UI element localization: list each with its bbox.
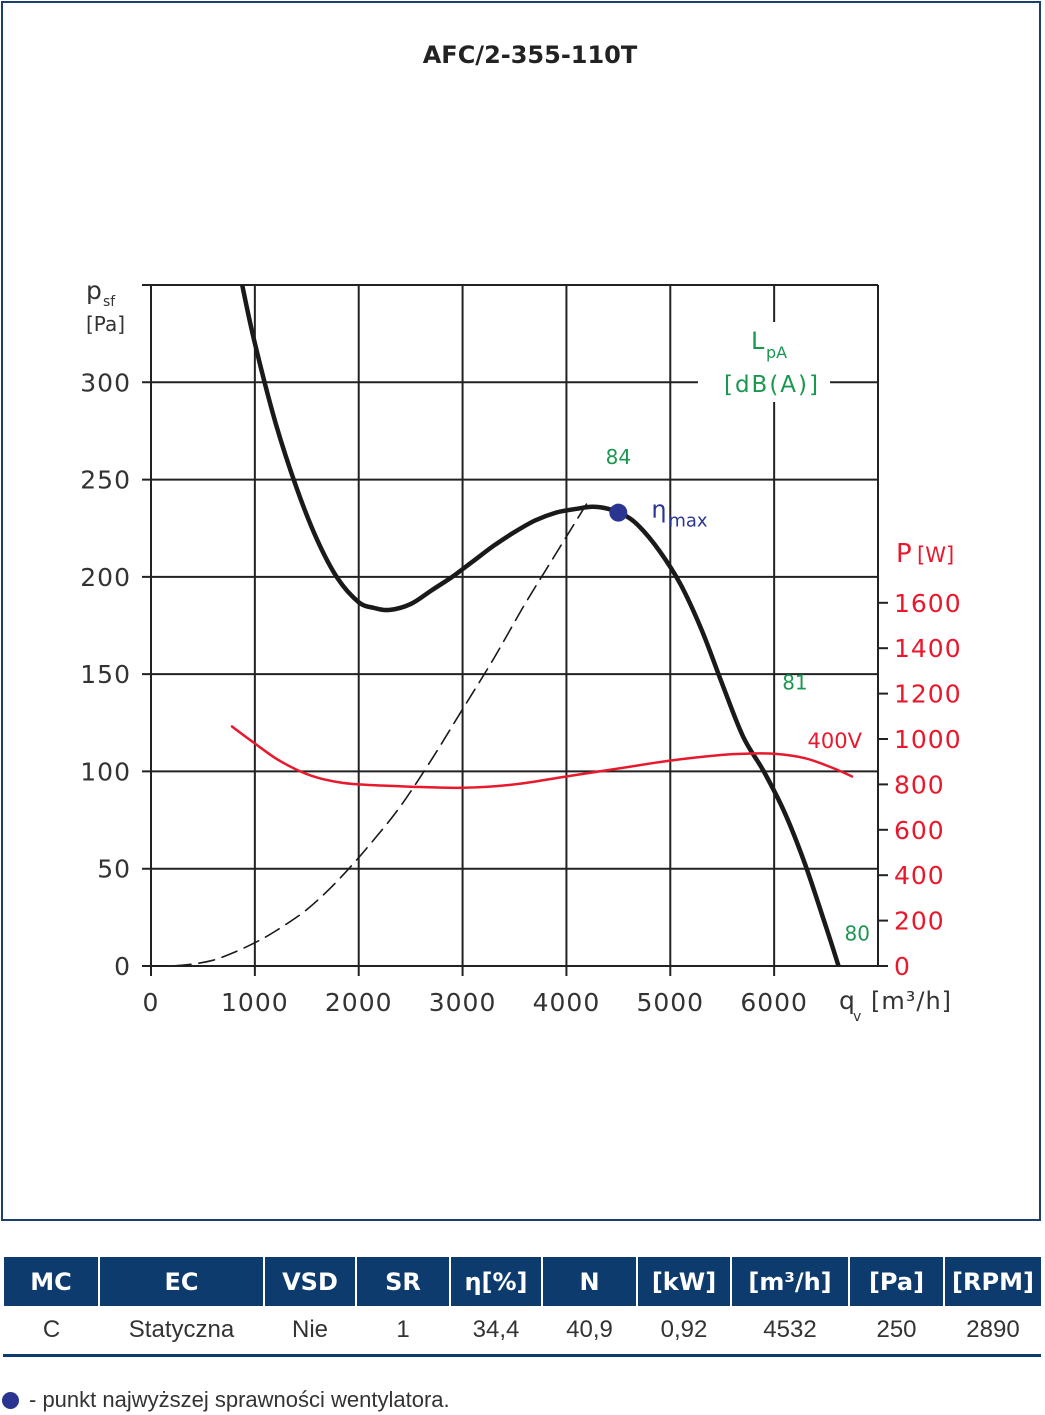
x-tick-label: 1000: [221, 988, 289, 1017]
chart-title: AFC/2-355-110T: [423, 41, 638, 69]
efficiency-dot-icon: [2, 1391, 19, 1409]
x-tick-label: 5000: [636, 988, 704, 1017]
header-efficiency: η[%]: [449, 1257, 542, 1306]
y2-tick-label: 1000: [894, 725, 962, 754]
noise-label-main: L: [751, 327, 765, 355]
header-rpm: [RPM]: [943, 1257, 1041, 1306]
efficiency-max-point: [609, 503, 628, 522]
y2-tick-label: 1200: [894, 680, 962, 709]
plot-area: [151, 285, 854, 966]
noise-value-label: 81: [782, 671, 807, 695]
y2-tick-label: 200: [894, 907, 945, 936]
y2-tick-label: 400: [894, 861, 945, 890]
y-tick-label: 150: [80, 660, 131, 689]
header-sr: SR: [355, 1257, 450, 1306]
header-flow: [m³/h]: [730, 1257, 849, 1306]
cell-kw: 0,92: [636, 1306, 731, 1356]
y2-tick-label: 800: [894, 770, 945, 799]
pressure-curve: [239, 285, 841, 966]
y2-tick-label: 1400: [894, 634, 962, 663]
y-tick-label: 50: [97, 855, 131, 884]
power-curve: [230, 725, 854, 790]
noise-value-label: 80: [845, 922, 870, 946]
noise-label-unit: [dB(A)]: [724, 372, 820, 398]
efficiency-note: - punkt najwyższej sprawności wentylator…: [2, 1387, 450, 1413]
cell-vsd: Nie: [263, 1306, 356, 1356]
y2-tick-label: 1600: [894, 589, 962, 618]
y-tick-label: 100: [80, 757, 131, 786]
cell-sr: 1: [355, 1306, 450, 1356]
noise-label-sub: pA: [766, 343, 787, 362]
x-tick-label: 6000: [740, 988, 808, 1017]
x-tick-label: 4000: [533, 988, 601, 1017]
y-axis-label-sub: sf: [103, 294, 116, 310]
efficiency-max-label: η: [651, 496, 666, 524]
x-tick-label: 2000: [325, 988, 393, 1017]
cell-ec: Statyczna: [98, 1306, 264, 1356]
cell-pa: 250: [848, 1306, 944, 1356]
noise-label-background: [698, 322, 830, 402]
x-tick-label: 0: [143, 988, 160, 1017]
efficiency-note-text: - punkt najwyższej sprawności wentylator…: [29, 1387, 450, 1412]
header-ec: EC: [98, 1257, 264, 1306]
x-axis-label-sub: v: [853, 1009, 861, 1025]
y-tick-label: 200: [80, 563, 131, 592]
y-axis-label: p: [86, 276, 102, 305]
cell-mc: C: [3, 1306, 99, 1356]
noise-value-label: 84: [606, 445, 631, 469]
power-series-label: 400V: [808, 729, 863, 753]
cell-n: 40,9: [541, 1306, 637, 1356]
x-axis-unit: [m³/h]: [871, 987, 952, 1015]
spec-table: MC EC VSD SR η[%] N [kW] [m³/h] [Pa] [RP…: [3, 1257, 1041, 1357]
cell-efficiency: 34,4: [449, 1306, 542, 1356]
y-tick-label: 300: [80, 368, 131, 397]
table-header-row: MC EC VSD SR η[%] N [kW] [m³/h] [Pa] [RP…: [4, 1257, 1041, 1306]
x-axis-label: q: [839, 986, 855, 1015]
chart-frame: [1, 1, 1041, 1221]
y2-axis-unit: [W]: [917, 543, 954, 567]
x-tick-label: 3000: [429, 988, 497, 1017]
header-kw: [kW]: [636, 1257, 731, 1306]
cell-flow: 4532: [730, 1306, 849, 1356]
y-axis-unit: [Pa]: [86, 312, 125, 336]
system-curve: [151, 502, 588, 966]
table-row: C Statyczna Nie 1 34,4 40,9 0,92 4532 25…: [3, 1306, 1041, 1356]
y-tick-label: 0: [114, 952, 131, 981]
header-n: N: [541, 1257, 637, 1306]
header-mc: MC: [4, 1257, 99, 1306]
y2-axis-label: P: [896, 539, 912, 569]
header-vsd: VSD: [263, 1257, 356, 1306]
cell-rpm: 2890: [943, 1306, 1041, 1356]
y2-tick-label: 0: [894, 952, 911, 981]
y2-tick-label: 600: [894, 816, 945, 845]
y-tick-label: 250: [80, 466, 131, 495]
efficiency-max-label-sub: max: [668, 511, 708, 532]
header-pa: [Pa]: [848, 1257, 944, 1306]
